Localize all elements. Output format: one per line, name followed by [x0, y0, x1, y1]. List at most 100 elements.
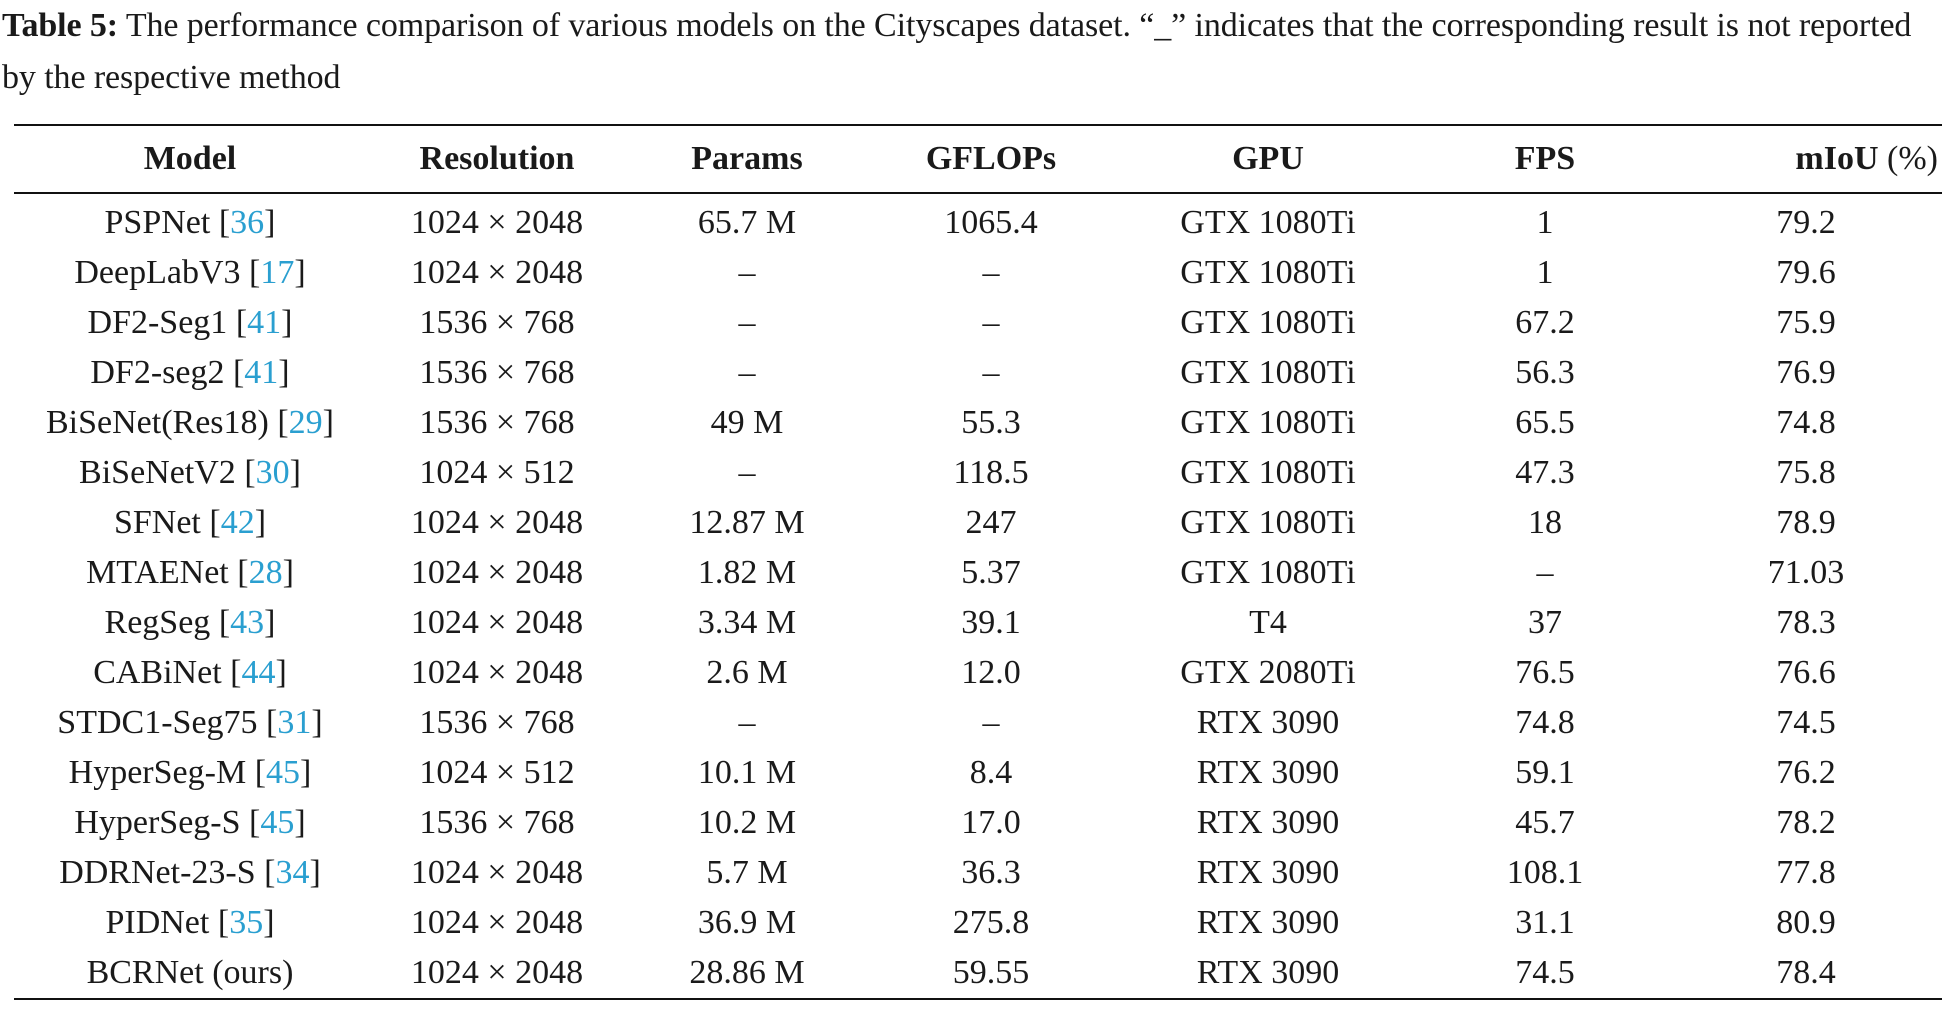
cell-resolution: 1024 × 512 — [419, 754, 575, 791]
citation-link[interactable]: 43 — [230, 604, 265, 641]
cell-gflops: 39.1 — [961, 604, 1021, 641]
cell-params: – — [738, 704, 756, 741]
model-name: STDC1-Seg75 — [57, 704, 258, 741]
cell-model: HyperSeg-S [45] — [14, 798, 366, 848]
citation-link[interactable]: 44 — [241, 654, 276, 691]
citation-link[interactable]: 31 — [277, 704, 312, 741]
cell-params: – — [738, 454, 756, 491]
model-name: DF2-Seg1 — [87, 304, 228, 341]
cell-model: DF2-Seg1 [41] — [14, 298, 366, 348]
header-miou-label: mIoU — [1795, 140, 1879, 177]
citation: [42] — [200, 504, 267, 541]
cell-fps: 1 — [1536, 254, 1554, 291]
citation: [35] — [209, 904, 275, 941]
citation-link[interactable]: 29 — [288, 404, 323, 441]
citation-link[interactable]: 28 — [248, 554, 283, 591]
table-row: DDRNet-23-S [34] 1024 × 2048 5.7 M 36.3 RTX … — [14, 848, 1942, 898]
cell-gpu: RTX 3090 — [1196, 904, 1340, 941]
cell-model: DF2-seg2 [41] — [14, 348, 366, 398]
cell-resolution: 1024 × 2048 — [410, 604, 584, 641]
cell-gpu: GTX 2080Ti — [1180, 654, 1356, 691]
model-name: CABiNet — [93, 654, 222, 691]
table-row: CABiNet [44] 1024 × 2048 2.6 M 12.0 GTX 2080… — [14, 648, 1942, 698]
citation-link[interactable]: 35 — [229, 904, 264, 941]
cell-model: DeepLabV3 [17] — [14, 248, 366, 298]
citation: [41] — [224, 354, 290, 391]
cell-miou: 79.6 — [1776, 254, 1836, 291]
cell-gpu: GTX 1080Ti — [1180, 404, 1356, 441]
cell-miou: 77.8 — [1776, 854, 1836, 891]
cell-miou: 75.9 — [1776, 304, 1836, 341]
cell-resolution: 1536 × 768 — [419, 804, 575, 841]
table-row: STDC1-Seg75 [31] 1536 × 768 – – RTX 3090 74.8… — [14, 698, 1942, 748]
table-header-row: Model Resolution Params GFLOPs GPU FPS m… — [14, 125, 1942, 193]
citation-link[interactable]: 36 — [230, 204, 265, 241]
cell-model: BiSeNetV2 [30] — [14, 448, 366, 498]
citation: [28] — [228, 554, 294, 591]
citation-link[interactable]: 41 — [244, 354, 279, 391]
model-name: BiSeNetV2 — [79, 454, 236, 491]
cell-model: STDC1-Seg75 [31] — [14, 698, 366, 748]
cell-gpu: GTX 1080Ti — [1180, 254, 1356, 291]
cell-miou: 71.03 — [1767, 554, 1845, 591]
cell-gflops: 5.37 — [961, 554, 1021, 591]
cell-model: BCRNet (ours) — [14, 948, 366, 999]
cell-gpu: GTX 1080Ti — [1180, 454, 1356, 491]
cell-params: 1.82 M — [697, 554, 797, 591]
cell-params: 3.34 M — [697, 604, 797, 641]
citation: [41] — [227, 304, 293, 341]
citation: [44] — [221, 654, 287, 691]
cell-resolution: 1024 × 2048 — [410, 954, 584, 991]
cell-fps: – — [1536, 554, 1554, 591]
cell-params: 10.2 M — [697, 804, 797, 841]
comparison-table-container: Model Resolution Params GFLOPs GPU FPS m… — [14, 124, 1942, 1000]
citation: [17] — [240, 254, 306, 291]
cell-resolution: 1024 × 2048 — [410, 904, 584, 941]
cell-fps: 74.8 — [1515, 704, 1575, 741]
cell-gflops: – — [982, 704, 1000, 741]
cell-gpu: GTX 1080Ti — [1180, 504, 1356, 541]
table-row: MTAENet [28] 1024 × 2048 1.82 M 5.37 GTX 108… — [14, 548, 1942, 598]
cell-fps: 59.1 — [1515, 754, 1575, 791]
cell-resolution: 1024 × 512 — [419, 454, 575, 491]
citation-link[interactable]: 42 — [220, 504, 255, 541]
cell-fps: 37 — [1528, 604, 1562, 641]
cell-miou: 78.3 — [1776, 604, 1836, 641]
cell-resolution: 1024 × 2048 — [410, 204, 584, 241]
citation-link[interactable]: 41 — [247, 304, 282, 341]
cell-gflops: 17.0 — [961, 804, 1021, 841]
model-name: PSPNet — [104, 204, 211, 241]
citation-link[interactable]: 45 — [260, 804, 295, 841]
model-name: SFNet — [113, 504, 201, 541]
citation: [43] — [210, 604, 276, 641]
model-name: MTAENet — [86, 554, 229, 591]
cell-miou: 79.2 — [1776, 204, 1836, 241]
model-name: DF2-seg2 — [90, 354, 225, 391]
citation-link[interactable]: 45 — [266, 754, 301, 791]
cell-fps: 67.2 — [1515, 304, 1575, 341]
cell-gflops: – — [982, 254, 1000, 291]
comparison-table: Model Resolution Params GFLOPs GPU FPS m… — [14, 124, 1942, 1000]
citation: [29] — [268, 404, 334, 441]
header-model: Model — [143, 140, 237, 177]
caption-text: The performance comparison of various mo… — [2, 7, 1912, 96]
citation-link[interactable]: 34 — [275, 854, 310, 891]
citation-link[interactable]: 17 — [260, 254, 295, 291]
cell-gpu: RTX 3090 — [1196, 754, 1340, 791]
table-caption: Table 5: The performance comparison of v… — [2, 0, 1952, 104]
table-body: PSPNet [36] 1024 × 2048 65.7 M 1065.4 GTX 10… — [14, 193, 1942, 999]
cell-gpu: GTX 1080Ti — [1180, 554, 1356, 591]
citation: [45] — [240, 804, 306, 841]
cell-params: 5.7 M — [706, 854, 788, 891]
cell-params: 49 M — [710, 404, 784, 441]
cell-gpu: GTX 1080Ti — [1180, 304, 1356, 341]
cell-gflops: 59.55 — [952, 954, 1030, 991]
cell-model: CABiNet [44] — [14, 648, 366, 698]
table-row: BiSeNet(Res18) [29] 1536 × 768 49 M 55.3 GTX… — [14, 398, 1942, 448]
citation-link[interactable]: 30 — [255, 454, 290, 491]
cell-gpu: T4 — [1249, 604, 1287, 641]
citation: [31] — [257, 704, 323, 741]
cell-miou: 76.9 — [1776, 354, 1836, 391]
header-gpu: GPU — [1232, 140, 1304, 177]
cell-miou: 74.8 — [1776, 404, 1836, 441]
